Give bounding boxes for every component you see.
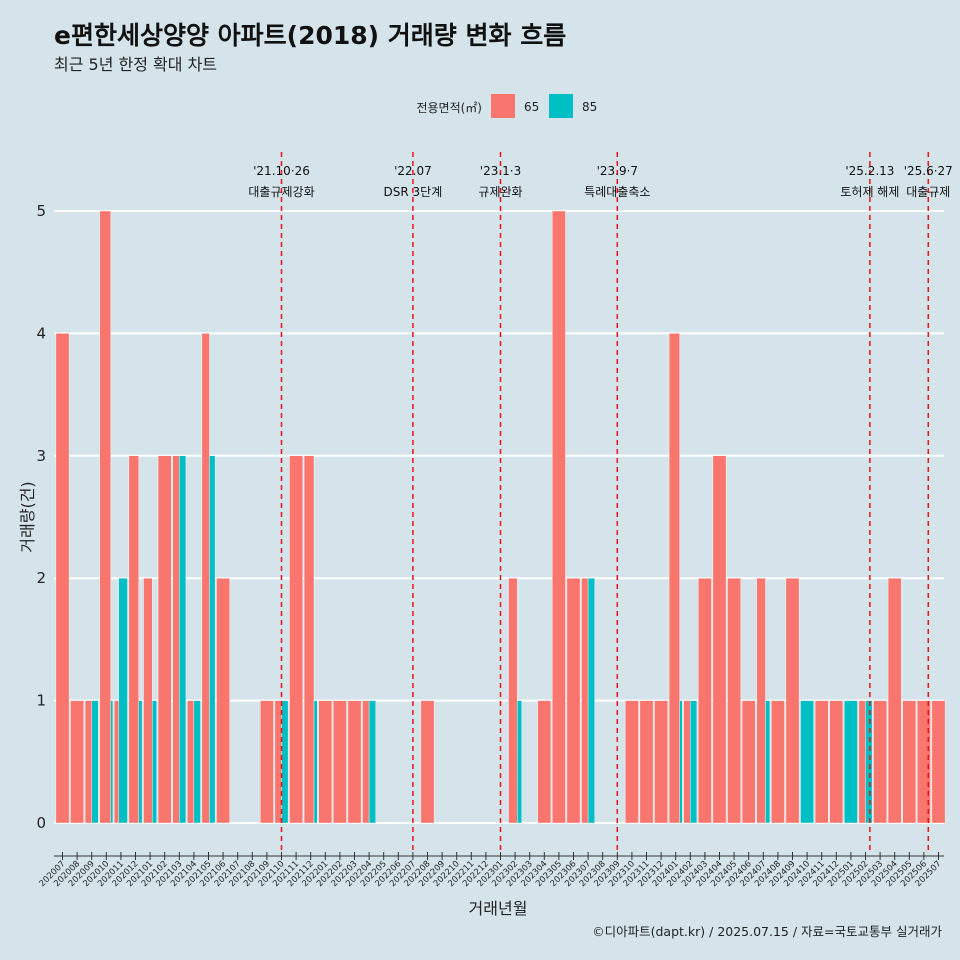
chart-subtitle: 최근 5년 한정 확대 차트: [54, 55, 217, 74]
bar-85-202009: [91, 700, 99, 824]
bar-65-202008: [70, 700, 84, 824]
bar-85-202010: [110, 700, 114, 824]
bar-65-202506: [917, 700, 931, 824]
bar-65-202208: [420, 700, 435, 824]
y-tick-1: 1: [36, 692, 46, 710]
bar-65-202504: [887, 578, 902, 824]
legend-label-85: 85: [582, 100, 597, 114]
event-markers: '21.10·26 대출규제강화 '22.07 DSR 3단계 '23.1·3 규제완화 '…: [248, 152, 953, 852]
bar-65-202408: [771, 700, 785, 824]
x-axis: 2020072020082020092020102020112020122021…: [38, 852, 944, 889]
bar-65-202411: [814, 700, 829, 824]
y-tick-5: 5: [36, 202, 46, 220]
bar-85-202307: [587, 578, 595, 824]
bar-65-202402: [683, 700, 691, 824]
bar-65-202302: [508, 578, 518, 824]
y-tick-2: 2: [36, 569, 46, 587]
bar-85-202501: [844, 700, 858, 824]
bar-65-202202: [333, 700, 347, 824]
event-date-5: '25.6·27: [904, 164, 953, 178]
bar-65-202103: [172, 455, 180, 824]
bar-65-202401: [668, 333, 680, 824]
bar-85-202101: [152, 700, 157, 824]
bar-85-202104: [193, 700, 201, 824]
legend: 전용면적(㎡) 65 85: [416, 94, 597, 118]
y-tick-0: 0: [36, 814, 46, 832]
bar-65-202110: [274, 700, 282, 824]
x-axis-label: 거래년월: [469, 899, 528, 918]
legend-label-65: 65: [524, 100, 539, 114]
bar-65-202009: [84, 700, 92, 824]
event-date-4: '25.2.13: [845, 164, 894, 178]
bar-85-202407: [765, 700, 771, 824]
bar-85-202011: [118, 578, 128, 824]
bar-85-202502: [865, 700, 873, 824]
bar-65-202404: [712, 455, 727, 824]
legend-title: 전용면적(㎡): [416, 101, 482, 115]
bar-85-202110: [281, 700, 289, 824]
event-date-0: '21.10·26: [253, 164, 310, 178]
event-date-2: '23.1·3: [480, 164, 521, 178]
bar-65-202111: [289, 455, 303, 824]
bar-65-202403: [698, 578, 712, 824]
bar-65-202307: [581, 578, 589, 824]
chart-title: e편한세상양양 아파트(2018) 거래량 변화 흐름: [54, 21, 566, 50]
bar-85-202402: [690, 700, 698, 824]
bar-85-202105: [209, 455, 216, 824]
bar-65-202305: [552, 210, 566, 824]
bar-65-202012: [128, 455, 139, 824]
bar-85-202012: [138, 700, 143, 824]
y-axis-label: 거래량(건): [18, 481, 37, 552]
bar-65-202507: [931, 700, 946, 824]
bar-65-202312: [654, 700, 668, 824]
bar-65-202112: [303, 455, 315, 824]
legend-swatch-65: [491, 94, 515, 118]
event-label-2: 규제완화: [478, 185, 522, 199]
bar-65-202101: [143, 578, 153, 824]
bar-85-202401: [679, 700, 683, 824]
bar-65-202106: [216, 578, 230, 824]
event-label-4: 토허제 해제: [840, 185, 899, 199]
bar-65-202011: [114, 700, 119, 824]
y-tick-4: 4: [36, 324, 46, 342]
bar-65-202311: [639, 700, 654, 824]
bar-65-202505: [902, 700, 917, 824]
event-label-3: 특례대출축소: [584, 185, 650, 199]
event-label-0: 대출규제강화: [248, 185, 314, 199]
bar-65-202105: [201, 333, 210, 824]
bar-65-202412: [829, 700, 844, 824]
bar-65-202407: [756, 578, 766, 824]
bar-65-202010: [99, 210, 111, 824]
y-tick-labels: 0 1 2 3 4 5: [36, 202, 46, 832]
bar-65-202409: [785, 578, 800, 824]
bar-65-202405: [727, 578, 741, 824]
event-label-5: 대출규제: [906, 185, 950, 199]
legend-swatch-85: [549, 94, 573, 118]
bar-65-202306: [566, 578, 581, 824]
bar-85-202204: [368, 700, 376, 824]
bar-65-202503: [873, 700, 887, 824]
y-tick-3: 3: [36, 447, 46, 465]
bar-65-202109: [260, 700, 274, 824]
event-date-1: '22.07: [394, 164, 432, 178]
event-label-1: DSR 3단계: [384, 185, 443, 199]
bar-65-202310: [625, 700, 639, 824]
bar-65-202204: [362, 700, 370, 824]
bar-85-202112: [313, 700, 318, 824]
bar-65-202102: [157, 455, 172, 824]
bar-85-202103: [179, 455, 187, 824]
bar-85-202302: [517, 700, 522, 824]
bars: [55, 210, 946, 824]
bar-65-202406: [741, 700, 756, 824]
bar-65-202502: [858, 700, 866, 824]
bar-85-202410: [800, 700, 814, 824]
chart-caption: ©디아파트(dapt.kr) / 2025.07.15 / 자료=국토교통부 실…: [592, 924, 942, 939]
bar-65-202201: [318, 700, 333, 824]
bar-65-202304: [537, 700, 552, 824]
bar-65-202203: [347, 700, 362, 824]
event-date-3: '23.9·7: [597, 164, 638, 178]
bar-65-202007: [55, 333, 70, 824]
bar-65-202104: [187, 700, 195, 824]
